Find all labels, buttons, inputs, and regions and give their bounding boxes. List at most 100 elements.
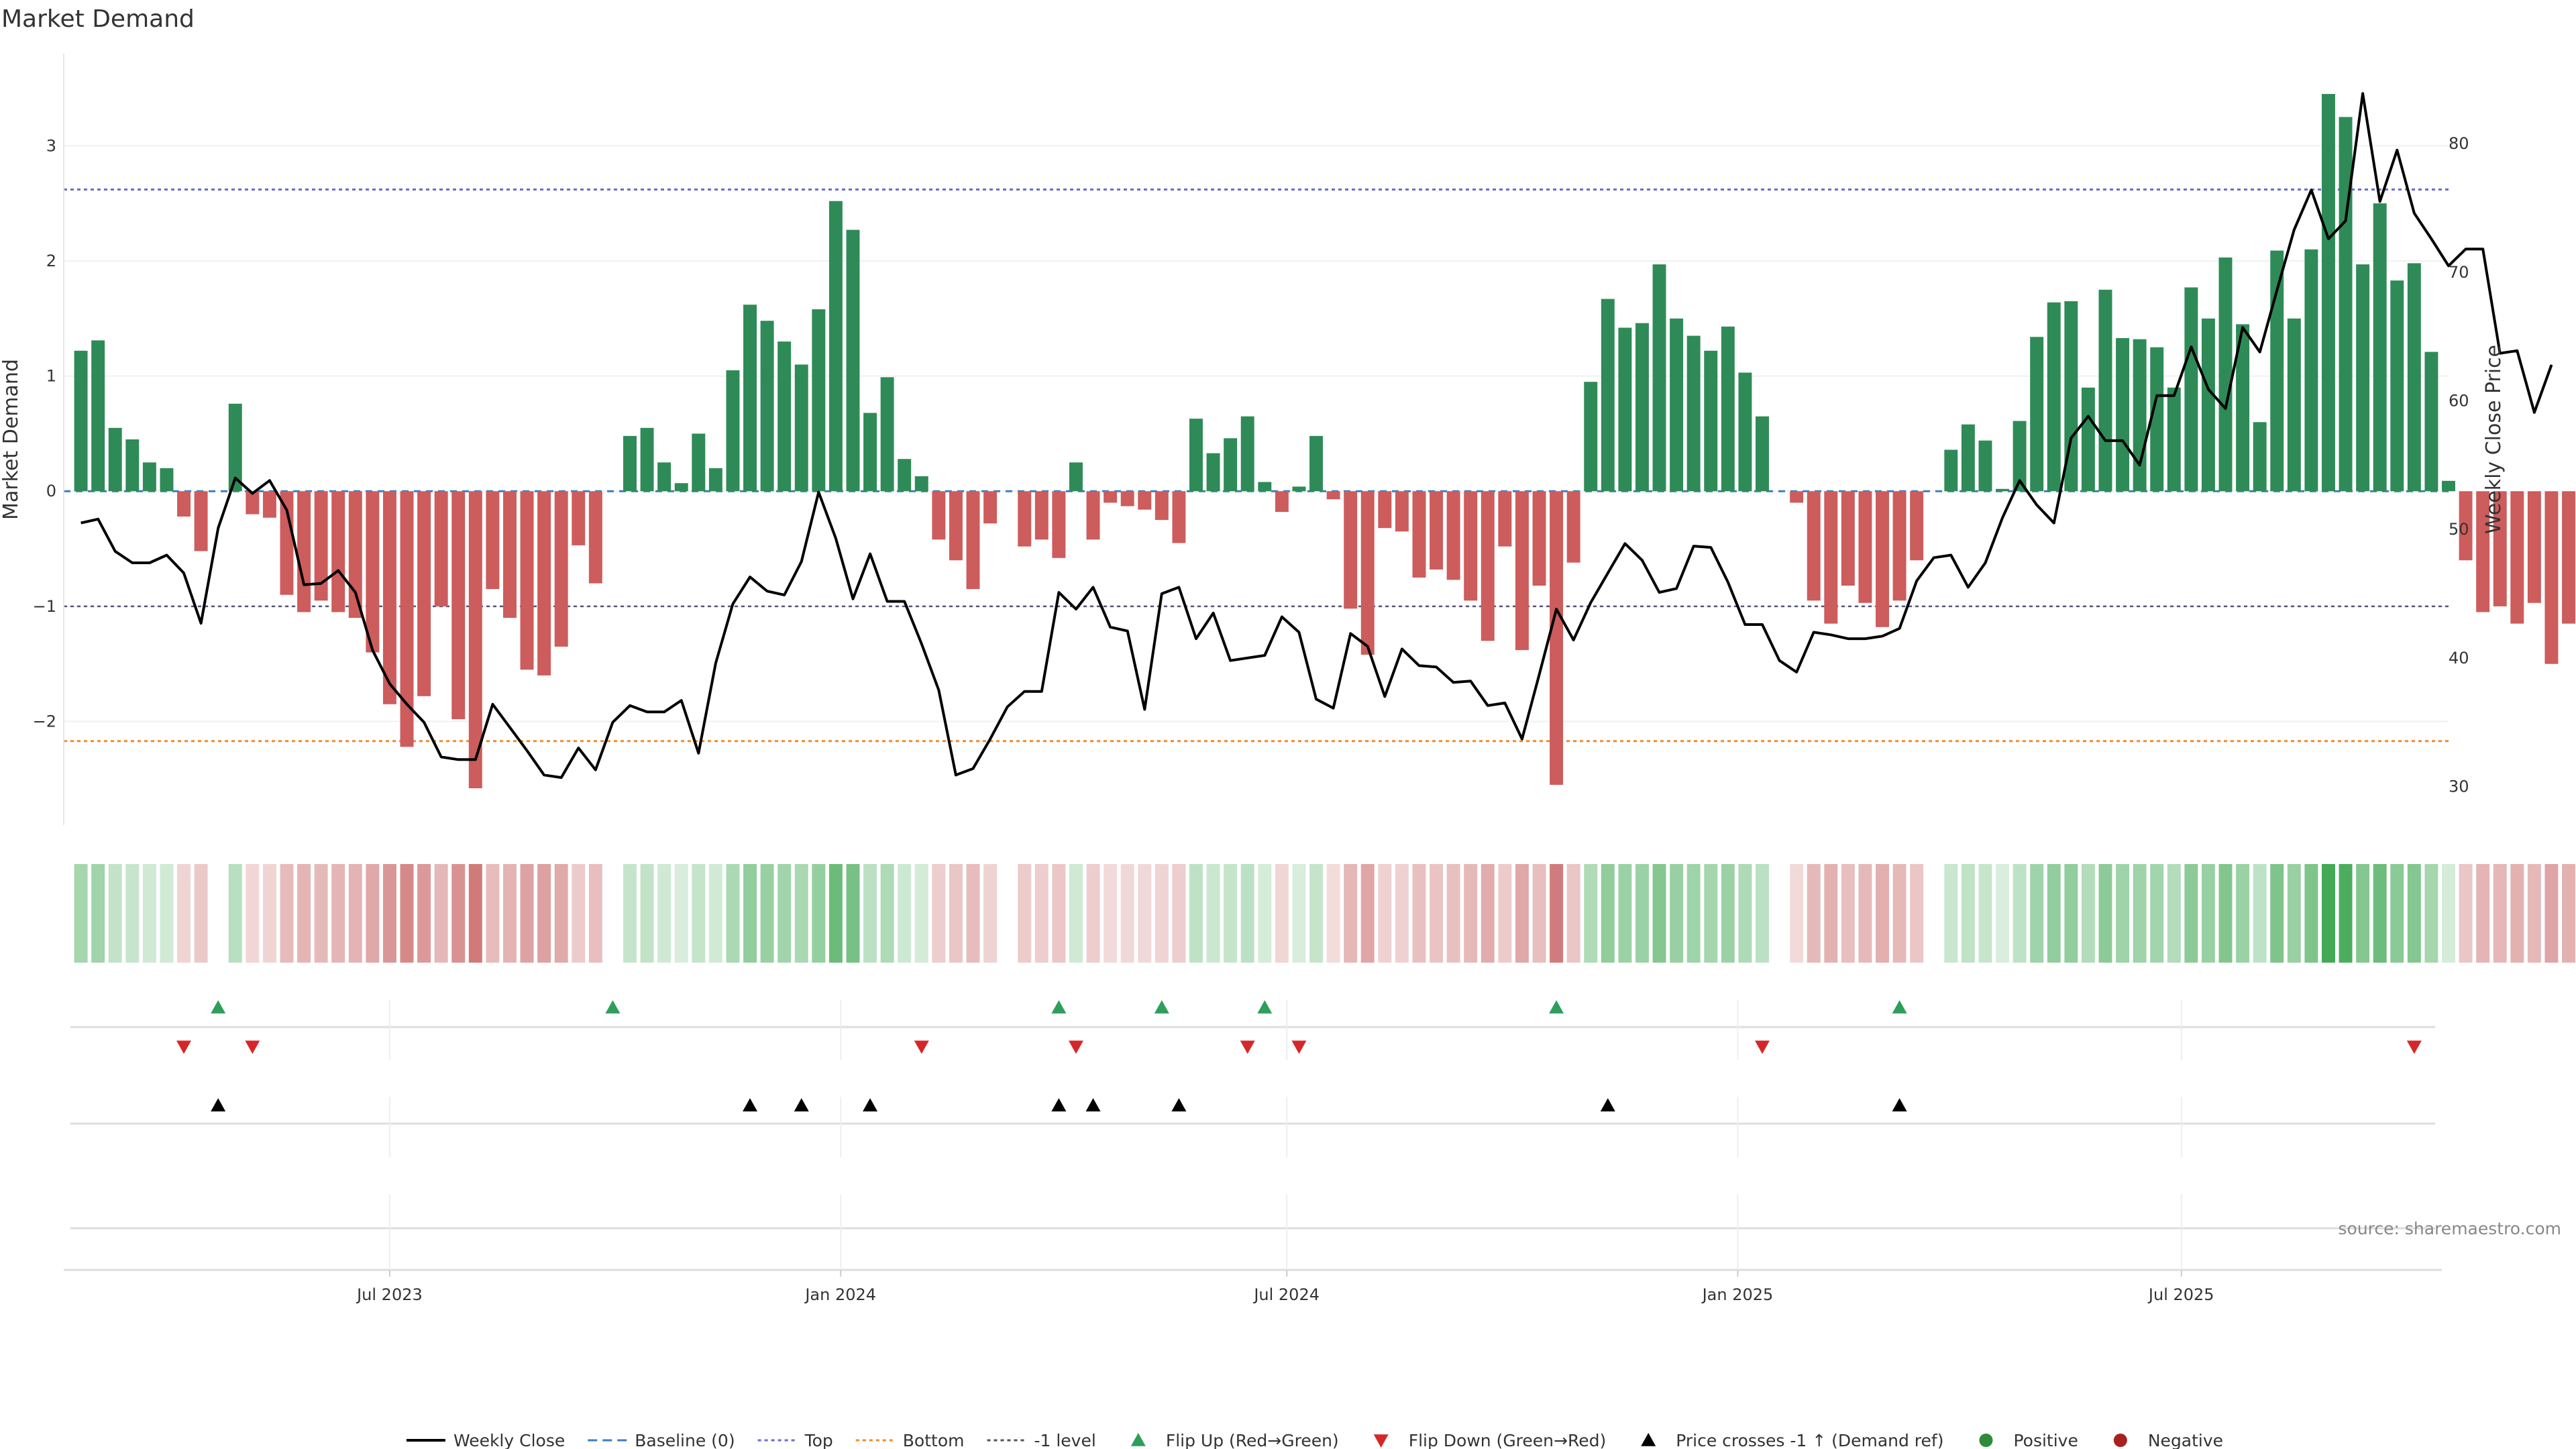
demand-bar bbox=[846, 229, 860, 492]
demand-bar bbox=[2510, 491, 2524, 624]
legend-item: -1 level bbox=[987, 1431, 1096, 1449]
heat-cell bbox=[331, 864, 345, 963]
demand-bar bbox=[1360, 491, 1375, 655]
heat-cell bbox=[983, 864, 998, 963]
demand-bar bbox=[1378, 491, 1392, 529]
legend-item: Baseline (0) bbox=[588, 1431, 735, 1449]
demand-bar bbox=[2407, 263, 2421, 492]
heat-cell bbox=[1292, 864, 1306, 963]
demand-bar bbox=[2390, 280, 2404, 492]
demand-bar bbox=[2424, 352, 2438, 492]
heat-cell bbox=[468, 864, 482, 963]
heat-cell bbox=[914, 864, 928, 963]
heat-cell bbox=[1034, 864, 1049, 963]
heat-cell bbox=[1910, 864, 1924, 963]
legend-label: Price crosses -1 ↑ (Demand ref) bbox=[1676, 1431, 1943, 1449]
demand-bar bbox=[932, 491, 946, 540]
heat-cell bbox=[2218, 864, 2233, 963]
heat-cell bbox=[2442, 864, 2455, 963]
heat-cell bbox=[2527, 864, 2541, 963]
flip-up-marker bbox=[1154, 1000, 1169, 1014]
legend-items: Weekly Close Baseline (0) Top Bottom -1 leve… bbox=[406, 1431, 2223, 1449]
legend-label: Bottom bbox=[903, 1431, 965, 1449]
right-axis-ticks: 30 40 50 60 70 80 bbox=[2449, 134, 2469, 796]
heat-cell bbox=[1618, 864, 1632, 963]
heat-cell bbox=[2390, 864, 2404, 963]
y-tick-right: 70 bbox=[2449, 263, 2469, 282]
demand-bar bbox=[160, 468, 174, 492]
heat-cell bbox=[2098, 864, 2112, 963]
demand-bar bbox=[1224, 438, 1238, 492]
demand-bar bbox=[794, 364, 808, 492]
legend-circle-icon bbox=[2113, 1434, 2127, 1447]
demand-bar bbox=[2459, 491, 2473, 561]
demand-bar bbox=[1309, 435, 1323, 492]
heat-cell bbox=[1515, 864, 1529, 963]
legend: Weekly Close Baseline (0) Top Bottom -1 leve… bbox=[406, 1431, 2223, 1449]
demand-bar bbox=[1944, 449, 1958, 492]
demand-bar bbox=[366, 491, 380, 653]
flip-up-marker bbox=[1892, 1000, 1907, 1014]
heat-cell bbox=[640, 864, 654, 963]
heat-cell bbox=[1892, 864, 1907, 963]
demand-bar bbox=[863, 413, 877, 492]
heat-cell bbox=[2321, 864, 2335, 963]
demand-bar bbox=[554, 491, 568, 647]
heat-cell bbox=[1481, 864, 1495, 963]
demand-bar bbox=[2012, 421, 2027, 492]
demand-bar bbox=[331, 491, 345, 612]
legend-item: Positive bbox=[1979, 1431, 2078, 1449]
flip-up-marker bbox=[1257, 1000, 1273, 1014]
heat-cell bbox=[194, 864, 208, 963]
heat-cell bbox=[228, 864, 242, 963]
heat-cell bbox=[2133, 864, 2147, 963]
heat-cell bbox=[623, 864, 637, 963]
heat-cell bbox=[434, 864, 448, 963]
demand-bar bbox=[2356, 264, 2370, 492]
demand-bar bbox=[1978, 440, 1992, 492]
heat-cell bbox=[1155, 864, 1169, 963]
main-panel: −2 −1 0 1 2 3 30 40 50 60 70 80 bbox=[33, 54, 2576, 825]
heat-cell bbox=[314, 864, 328, 963]
demand-bar bbox=[1206, 453, 1220, 492]
demand-bar bbox=[502, 491, 517, 619]
legend-circle-icon bbox=[1979, 1434, 1993, 1447]
demand-bar bbox=[1464, 491, 1478, 601]
heat-cell bbox=[1584, 864, 1598, 963]
flip-down-marker bbox=[914, 1040, 929, 1054]
demand-bar bbox=[1446, 491, 1460, 580]
demand-bar bbox=[1498, 491, 1512, 547]
legend-item: Flip Down (Green→Red) bbox=[1373, 1431, 1607, 1449]
demand-bar bbox=[348, 491, 362, 619]
demand-bar bbox=[949, 491, 963, 561]
demand-bar bbox=[74, 350, 88, 492]
legend-label: Flip Down (Green→Red) bbox=[1409, 1431, 1607, 1449]
demand-bar bbox=[1515, 491, 1529, 651]
heat-cell bbox=[486, 864, 500, 963]
x-tick-label: Jul 2023 bbox=[356, 1285, 423, 1304]
demand-bar bbox=[2270, 250, 2284, 492]
heat-cell bbox=[554, 864, 568, 963]
demand-bar bbox=[2047, 302, 2061, 492]
demand-bar bbox=[520, 491, 534, 670]
demand-bar bbox=[400, 491, 414, 747]
heat-cell bbox=[743, 864, 757, 963]
heat-cell bbox=[1378, 864, 1392, 963]
flip-up-marker bbox=[605, 1000, 621, 1014]
demand-bar bbox=[1532, 491, 1546, 586]
heat-cell bbox=[1240, 864, 1254, 963]
right-axis-label: Weekly Close Price bbox=[2482, 345, 2506, 534]
heat-cell bbox=[2562, 864, 2576, 963]
price-cross-marker bbox=[1051, 1098, 1067, 1112]
heat-cell bbox=[1824, 864, 1838, 963]
demand-bar bbox=[1858, 491, 1872, 603]
chart-title: Market Demand bbox=[1, 5, 195, 33]
heat-cell bbox=[1601, 864, 1615, 963]
demand-bar bbox=[1086, 491, 1100, 540]
demand-bar bbox=[1550, 491, 1564, 785]
heat-cell bbox=[1018, 864, 1032, 963]
demand-bars bbox=[74, 94, 2576, 789]
heat-cell bbox=[2253, 864, 2267, 963]
heat-cell bbox=[1550, 864, 1564, 963]
heat-cell bbox=[657, 864, 672, 963]
